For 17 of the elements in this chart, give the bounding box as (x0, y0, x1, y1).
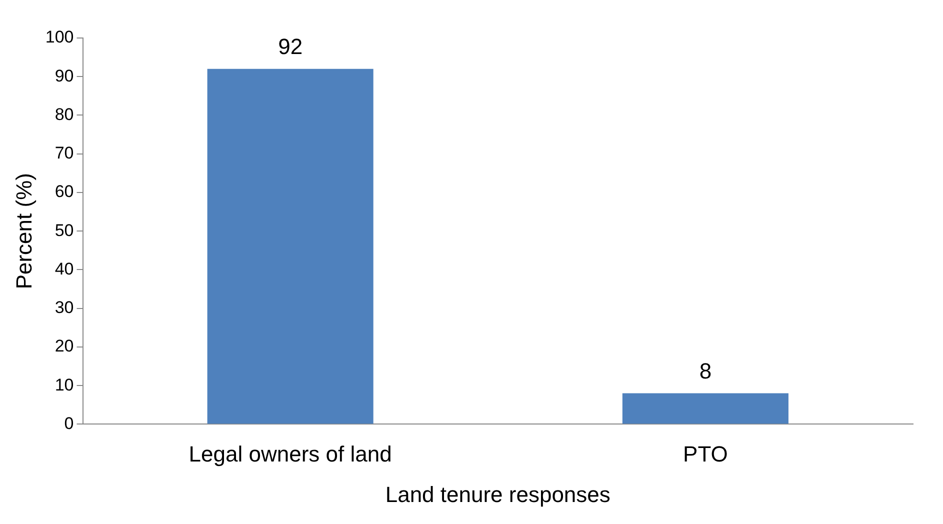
data-label: 8 (699, 358, 712, 384)
x-tick-label: Legal owners of land (188, 441, 392, 466)
y-tick-label: 10 (54, 375, 74, 394)
x-tick-label: PTO (683, 441, 728, 466)
y-tick-label: 60 (54, 182, 74, 202)
y-tick-label: 70 (54, 144, 74, 163)
y-tick-label: 100 (45, 28, 74, 47)
y-axis-title: Percent (%) (11, 173, 36, 290)
y-tick-label: 50 (54, 220, 74, 240)
y-tick-label: 80 (54, 104, 74, 124)
y-tick-label: 30 (54, 298, 74, 318)
y-tick-label: 40 (54, 259, 74, 278)
x-axis-title: Land tenure responses (385, 482, 610, 507)
data-label: 92 (278, 34, 303, 59)
y-tick-label: 90 (54, 66, 74, 86)
y-tick-label: 20 (54, 336, 74, 356)
y-tick-label: 0 (64, 414, 74, 433)
